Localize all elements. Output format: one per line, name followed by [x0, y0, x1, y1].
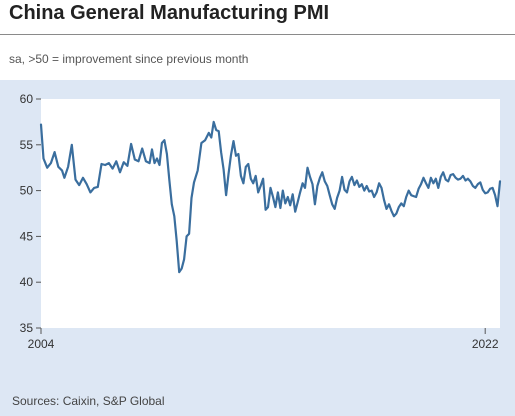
x-tick-label: 2004	[28, 337, 55, 351]
plot-area	[41, 99, 500, 328]
y-tick-label: 60	[20, 92, 34, 106]
x-axis: 2004 2022	[28, 328, 499, 351]
y-tick-label: 35	[20, 321, 34, 335]
pmi-series-line	[39, 120, 502, 274]
y-tick-label: 40	[20, 275, 34, 289]
chart-title: China General Manufacturing PMI	[9, 2, 330, 24]
pmi-chart: 35 40 45 50 55 60 2004 2022	[20, 92, 502, 351]
source-note: Sources: Caixin, S&P Global	[12, 394, 165, 408]
title-divider	[0, 34, 515, 35]
y-axis: 35 40 45 50 55 60	[20, 92, 41, 335]
y-tick-label: 55	[20, 138, 34, 152]
y-tick-label: 50	[20, 184, 34, 198]
y-tick-label: 45	[20, 229, 34, 243]
chart-subtitle: sa, >50 = improvement since previous mon…	[9, 52, 249, 66]
x-tick-label: 2022	[472, 337, 499, 351]
